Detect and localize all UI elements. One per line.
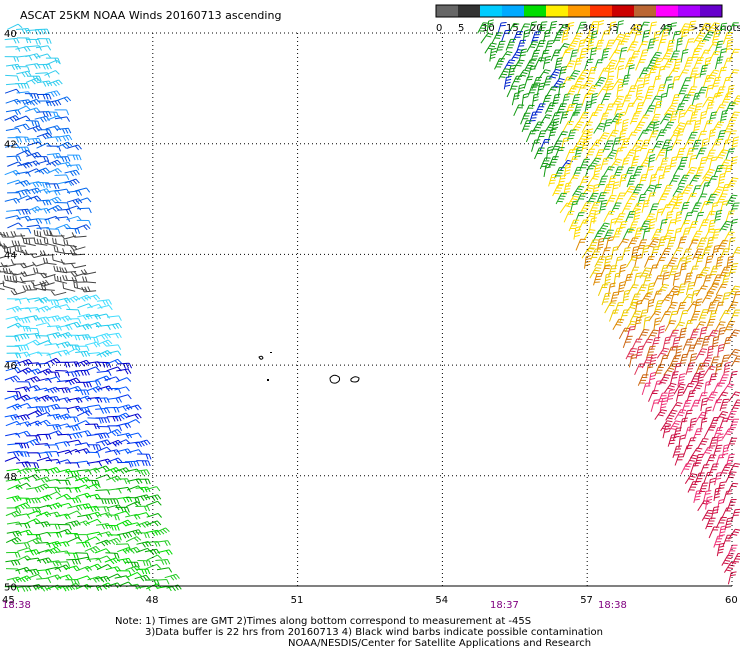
scale-label: 15 [506,23,519,34]
scale-swatch [678,5,700,17]
lat-label: 46 [4,361,17,372]
lon-label: 48 [146,595,159,606]
scale-label: 0 [436,23,442,34]
lat-label: 42 [4,140,17,151]
scale-swatch [568,5,590,17]
lon-label: 54 [435,595,448,606]
time-label: 18:37 [490,600,519,611]
scale-swatch [524,5,546,17]
lon-label: 57 [580,595,593,606]
note-line-2: 3)Data buffer is 22 hrs from 20160713 4)… [145,627,603,638]
color-scale-legend: 0 5 10 15 20 25 30 35 40 45 >50 knots [435,4,740,34]
note-line-1: Note: 1) Times are GMT 2)Times along bot… [115,616,532,627]
scale-swatch [700,5,722,17]
island [267,379,269,381]
time-label: 18:38 [2,600,31,611]
lon-label: 45 [2,595,15,606]
scale-swatch [656,5,678,17]
island [350,376,360,383]
scale-label: 35 [606,23,619,34]
island [270,352,272,353]
scale-label: 10 [482,23,495,34]
lat-label: 50 [4,583,17,594]
scale-label: 20 [530,23,543,34]
scale-swatch [612,5,634,17]
scale-label: 40 [630,23,643,34]
island [258,355,264,360]
scale-swatch [634,5,656,17]
scale-swatch [502,5,524,17]
scale-swatch [458,5,480,17]
islands [258,352,360,384]
map-title: ASCAT 25KM NOAA Winds 20160713 ascending [20,9,282,22]
lon-label: 51 [291,595,304,606]
scale-border [435,4,723,18]
lat-label: 48 [4,472,17,483]
scale-label: 30 [582,23,595,34]
scale-label: 25 [558,23,571,34]
swath-left [0,23,182,592]
scale-swatch [546,5,568,17]
lon-label: 60 [725,595,738,606]
scale-swatch [590,5,612,17]
lat-label: 44 [4,250,17,261]
time-label: 18:38 [598,600,627,611]
lat-label: 40 [4,29,17,40]
scale-swatch [480,5,502,17]
scale-label: 5 [458,23,464,34]
note-line-3: NOAA/NESDIS/Center for Satellite Applica… [288,638,592,649]
scale-swatch [436,5,458,17]
island [329,374,341,384]
grid-lines [8,32,733,587]
swath-right [477,19,740,585]
